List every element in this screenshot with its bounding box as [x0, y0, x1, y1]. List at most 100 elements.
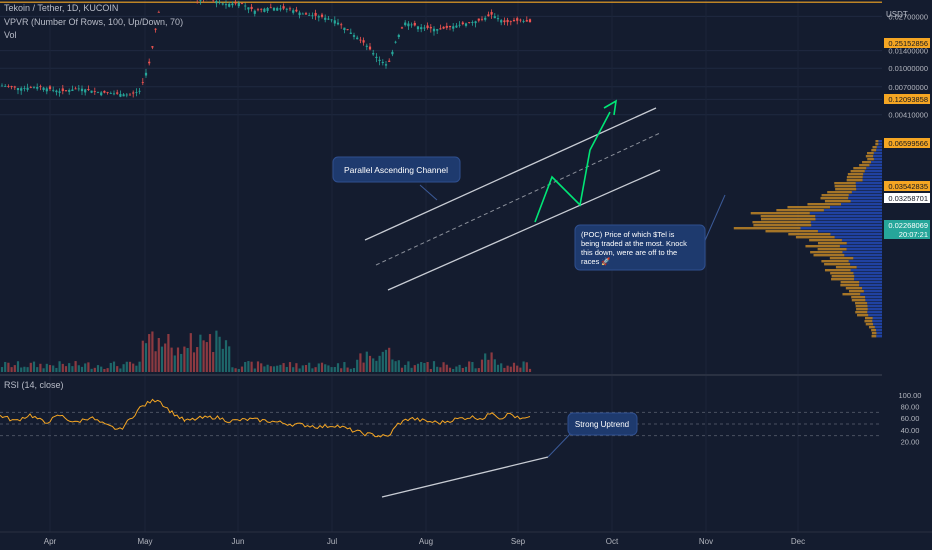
vpvr-indicator-label[interactable]: VPVR (Number Of Rows, 100, Up/Down, 70)	[4, 17, 184, 27]
candle-body	[26, 87, 29, 90]
volume-profile-row-up	[872, 317, 882, 320]
channel-upper-line	[364, 107, 657, 241]
volume-bar	[215, 330, 218, 372]
candle-body	[272, 7, 276, 11]
price-tick-label: 0.00410000	[888, 111, 928, 120]
volume-bar	[116, 366, 119, 372]
candle-body	[29, 87, 32, 89]
candle-body	[394, 41, 397, 43]
volume-bar	[42, 368, 45, 372]
volume-bar	[164, 343, 167, 372]
rsi-tick-label: 40.00	[901, 426, 920, 435]
volume-bar	[384, 349, 388, 372]
volume-bar	[404, 364, 407, 372]
candle-body	[74, 88, 77, 90]
candle-body	[365, 45, 368, 47]
volume-profile-row-down	[810, 251, 843, 254]
candle-body	[13, 86, 16, 88]
currency-label: USDT	[886, 10, 908, 19]
volume-profile-row-up	[873, 152, 882, 155]
volume-bar	[128, 361, 132, 372]
volume-bar	[506, 365, 509, 372]
volume-profile-row-down	[817, 242, 847, 245]
volume-profile-row-up	[851, 191, 882, 194]
candle-body	[154, 28, 157, 30]
volume-bar	[461, 368, 464, 372]
volume-bar	[106, 368, 109, 372]
volume-bar	[269, 366, 272, 372]
candle-body	[410, 24, 413, 26]
volume-bar	[500, 363, 503, 372]
time-tick-label: Jul	[327, 537, 337, 546]
volume-bar	[80, 366, 84, 372]
price-tag	[884, 94, 930, 104]
candle-body	[420, 27, 423, 30]
price-tag-label: 0.25152856	[888, 39, 928, 48]
candle-body	[436, 29, 439, 31]
volume-profile-row-up	[876, 335, 882, 338]
rsi-trendline	[381, 456, 549, 498]
volume-profile-row-down	[830, 272, 854, 275]
volume-profile-row-down	[857, 314, 869, 317]
volume-bar	[317, 363, 320, 372]
candle-body	[474, 21, 477, 24]
symbol-title[interactable]: Tekoin / Tether, 1D, KUCOIN	[4, 3, 119, 13]
volume-bar	[23, 366, 26, 372]
rsi-indicator-label[interactable]: RSI (14, close)	[4, 380, 64, 390]
channel-lower-line	[387, 169, 661, 291]
candle-body	[218, 2, 221, 4]
volume-profile-row-up	[868, 314, 882, 317]
volume-bar	[503, 367, 506, 372]
volume-bar	[528, 368, 532, 372]
volume-bar	[452, 368, 455, 372]
volume-bar	[343, 362, 346, 372]
candle-body	[413, 22, 416, 26]
price-tag	[884, 220, 930, 230]
volume-bar	[13, 365, 16, 372]
candle-body	[16, 88, 20, 91]
volume-profile-row-up	[856, 188, 882, 191]
volume-profile-row-up	[873, 323, 882, 326]
volume-profile-row-up	[867, 302, 882, 305]
volume-profile-row-down	[809, 239, 842, 242]
candle-body	[215, 0, 218, 4]
volume-bars	[0, 330, 532, 372]
candle-body	[276, 8, 279, 11]
candle-body	[256, 9, 260, 11]
volume-bar	[39, 363, 42, 372]
volume-profile-row-down	[851, 296, 866, 299]
candle-body	[138, 90, 141, 92]
volume-profile-row-up	[878, 143, 882, 146]
candle-body	[330, 19, 333, 21]
candle-body	[381, 62, 384, 63]
candle-body	[282, 6, 285, 9]
candle-body	[375, 56, 378, 59]
candle-body	[100, 92, 103, 96]
volume-bar	[400, 367, 404, 372]
volume-bar	[359, 353, 362, 372]
candle-body	[426, 25, 429, 28]
candle-body	[42, 87, 45, 90]
vol-indicator-label[interactable]: Vol	[4, 30, 17, 40]
candle-body	[301, 13, 304, 15]
volume-profile-row-up	[873, 155, 882, 158]
candle-body	[442, 26, 445, 29]
volume-bar	[391, 359, 394, 372]
volume-profile-row-up	[863, 290, 882, 293]
candle-body	[247, 7, 250, 10]
candle-body	[336, 22, 340, 25]
rsi-tick-label: 20.00	[901, 437, 920, 446]
volume-bar	[231, 367, 234, 372]
price-tag	[884, 38, 930, 48]
annotation-pointer	[419, 184, 438, 201]
volume-bar	[218, 336, 221, 372]
volume-bar	[260, 363, 263, 372]
candle-body	[151, 46, 154, 48]
volume-bar	[100, 366, 103, 372]
candle-body	[260, 8, 263, 10]
volume-profile-row-down	[868, 326, 875, 329]
volume-profile-row-down	[733, 227, 801, 230]
volume-profile-row-down	[871, 335, 877, 338]
volume-bar	[29, 362, 32, 372]
volume-profile-row-up	[865, 299, 882, 302]
